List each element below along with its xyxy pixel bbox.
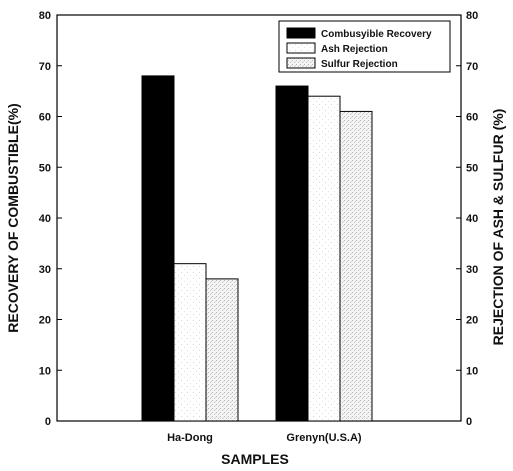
legend-swatch (286, 42, 316, 54)
right-tick-label: 0 (466, 416, 472, 428)
category-labels: Ha-Dong Grenyn(U.S.A) (167, 432, 362, 444)
left-tick-label: 80 (39, 10, 51, 22)
bar-sulfur-rejection-0 (205, 278, 239, 422)
right-tick-label: 10 (466, 365, 478, 377)
bar-sulfur-rejection-1 (339, 110, 373, 422)
left-tick-label: 40 (39, 213, 51, 225)
legend-swatch (286, 27, 316, 39)
right-tick-label: 60 (466, 112, 478, 124)
bar-ash-rejection-1 (307, 95, 341, 422)
y2-axis-title: REJECTION OF ASH & SULFUR (%) (490, 109, 506, 346)
right-tick-label: 40 (466, 213, 478, 225)
bar-combusyible-recovery-0 (141, 75, 175, 422)
bar-ash-rejection-0 (173, 263, 207, 422)
right-tick-label: 20 (466, 315, 478, 327)
right-tick-label: 80 (466, 10, 478, 22)
left-tick-label: 20 (39, 315, 51, 327)
legend-swatch (286, 57, 316, 69)
legend-label: Sulfur Rejection (321, 59, 398, 70)
left-tick-label: 10 (39, 365, 51, 377)
category-label: Grenyn(U.S.A) (286, 432, 362, 444)
category-label: Ha-Dong (167, 432, 213, 444)
right-tick-label: 50 (466, 162, 478, 174)
legend-label: Ash Rejection (321, 44, 388, 55)
bars-group (141, 75, 373, 422)
left-tick-label: 70 (39, 61, 51, 73)
plot-frame (56, 14, 462, 422)
left-tick-label: 30 (39, 264, 51, 276)
left-tick-label: 60 (39, 112, 51, 124)
left-tick-label: 0 (45, 416, 51, 428)
bar-combusyible-recovery-1 (275, 85, 309, 422)
x-axis-title: SAMPLES (221, 451, 289, 467)
legend: Combusyible Recovery Ash Rejection Sulfur … (278, 20, 451, 73)
right-axis: 0 10 20 30 40 50 60 70 80 (456, 10, 478, 428)
right-tick-label: 30 (466, 264, 478, 276)
left-tick-label: 50 (39, 162, 51, 174)
legend-label: Combusyible Recovery (321, 29, 432, 40)
y-axis-title: RECOVERY OF COMBUSTIBLE(%) (5, 103, 21, 332)
left-axis: 0 10 20 30 40 50 60 70 80 (39, 10, 62, 428)
right-tick-label: 70 (466, 61, 478, 73)
